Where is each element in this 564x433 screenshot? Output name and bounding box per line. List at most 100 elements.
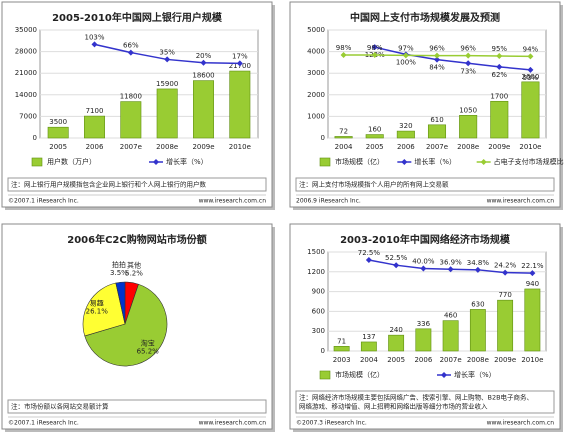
note: 注：网上银行用户规模指包含企业网上银行和个人网上银行的用户数 bbox=[11, 180, 207, 189]
bar-label: 160 bbox=[368, 126, 381, 134]
bar bbox=[521, 81, 540, 139]
note: 网络游戏、移动增值、网上招聘和网络出版等细分市场的营业收入 bbox=[299, 402, 488, 411]
line-label: 36.9% bbox=[440, 258, 463, 266]
pie-slice bbox=[82, 282, 126, 337]
bar bbox=[120, 101, 142, 139]
bar bbox=[497, 299, 514, 352]
copyright: ©2007.1 iResearch Inc. bbox=[8, 420, 79, 427]
bar-label: 336 bbox=[417, 320, 431, 328]
chart-panel: 2003-2010年中国网络经济市场规模注：网络经济市场规模主要包括网络广告、搜… bbox=[289, 223, 563, 432]
bar-label: 610 bbox=[430, 116, 443, 124]
x-tick-label: 2006 bbox=[414, 356, 432, 364]
line-label: 95% bbox=[492, 45, 508, 53]
y-tick-label: 2000 bbox=[307, 91, 325, 99]
y-tick-label: 1500 bbox=[307, 248, 325, 256]
x-tick-label: 2009e bbox=[488, 143, 510, 151]
line-marker bbox=[91, 41, 98, 48]
bar-label: 3500 bbox=[49, 118, 67, 126]
note: 注：网上支付市场规模指个人用户的所有网上交易额 bbox=[299, 180, 449, 189]
chart-panel: 2005-2010年中国网上银行用户规模注：网上银行用户规模指包含企业网上银行和… bbox=[1, 1, 275, 210]
bar bbox=[524, 288, 541, 352]
line-label: 35% bbox=[159, 48, 175, 56]
bar bbox=[427, 124, 447, 139]
legend-marker bbox=[401, 159, 408, 165]
legend-label: 市场规模（亿） bbox=[335, 370, 384, 379]
source-url: www.iresearch.com.cn bbox=[199, 198, 267, 205]
bar bbox=[442, 320, 459, 352]
legend-swatch bbox=[31, 157, 43, 167]
legend-label: 增长率（%） bbox=[414, 157, 456, 166]
line-marker bbox=[371, 52, 378, 59]
legend-label: 用户数（万户） bbox=[47, 157, 96, 166]
chart-title: 2003-2010年中国网络经济市场规模 bbox=[340, 233, 511, 246]
bar-label: 72 bbox=[339, 127, 348, 135]
x-tick-label: 2005 bbox=[387, 356, 405, 364]
line-marker bbox=[502, 269, 509, 276]
line-marker bbox=[434, 56, 440, 63]
bar-label: 7100 bbox=[86, 107, 104, 115]
line-marker bbox=[402, 52, 409, 59]
chart-title: 2005-2010年中国网上银行用户规模 bbox=[52, 11, 223, 24]
legend-marker bbox=[153, 159, 159, 165]
bar bbox=[415, 328, 432, 352]
bar-label: 137 bbox=[362, 333, 375, 341]
x-tick-label: 2010e bbox=[229, 143, 251, 151]
note-box bbox=[295, 390, 555, 414]
line-label: 62% bbox=[492, 71, 508, 79]
line-marker bbox=[496, 53, 503, 60]
y-tick-label: 28000 bbox=[15, 48, 37, 56]
line-label: 24.2% bbox=[494, 262, 517, 270]
bar bbox=[469, 309, 486, 352]
line-marker bbox=[200, 59, 207, 66]
copyright: ©2007.3 iResearch Inc. bbox=[296, 420, 367, 427]
legend-swatch bbox=[319, 157, 331, 167]
chart-title: 2006年C2C购物网站市场份额 bbox=[67, 233, 206, 246]
y-tick-label: 0 bbox=[33, 134, 37, 142]
y-tick-label: 5000 bbox=[307, 26, 325, 34]
x-tick-label: 2004 bbox=[335, 143, 353, 151]
line-marker bbox=[474, 266, 481, 273]
y-tick-label: 35000 bbox=[15, 26, 37, 34]
line-label: 40.0% bbox=[412, 257, 435, 265]
slice-name: 淘宝 bbox=[141, 339, 155, 348]
y-tick-label: 1200 bbox=[307, 268, 325, 276]
x-tick-label: 2003 bbox=[333, 356, 351, 364]
x-tick-label: 2010e bbox=[521, 356, 543, 364]
bar bbox=[388, 334, 405, 352]
bar-label: 1050 bbox=[459, 106, 477, 114]
plot-area bbox=[39, 29, 259, 139]
x-tick-label: 2007e bbox=[426, 143, 448, 151]
x-tick-label: 2006 bbox=[397, 143, 415, 151]
bar bbox=[365, 134, 384, 139]
bar-label: 2600 bbox=[522, 73, 540, 81]
line-marker bbox=[527, 53, 534, 60]
note: 注：网络经济市场规模主要包括网络广告、搜索引擎、网上购物、B2B电子商务、 bbox=[299, 393, 533, 402]
slice-value: 3.5% bbox=[110, 269, 128, 277]
bar-label: 240 bbox=[389, 326, 402, 334]
line-label: 96% bbox=[460, 45, 476, 53]
legend-marker bbox=[441, 372, 447, 378]
line-marker bbox=[527, 66, 534, 73]
bar bbox=[490, 100, 509, 139]
x-tick-label: 2006 bbox=[86, 143, 104, 151]
x-tick-label: 2009e bbox=[192, 143, 214, 151]
legend-label: 占电子支付市场规模比例 bbox=[494, 157, 564, 166]
legend-swatch bbox=[319, 370, 331, 380]
line-marker bbox=[465, 52, 472, 59]
note-box bbox=[7, 177, 267, 192]
line-marker bbox=[340, 52, 347, 59]
y-tick-label: 14000 bbox=[15, 91, 37, 99]
bar-label: 460 bbox=[444, 312, 457, 320]
x-tick-label: 2005 bbox=[49, 143, 67, 151]
bar-label: 770 bbox=[498, 291, 511, 299]
line-label: 34.8% bbox=[467, 259, 490, 267]
line-label: 84% bbox=[429, 64, 445, 72]
line-marker bbox=[447, 266, 454, 273]
legend-label: 市场规模（亿） bbox=[335, 157, 384, 166]
line bbox=[374, 46, 531, 71]
line-label: 17% bbox=[232, 52, 248, 60]
legend-label: 增长率（%） bbox=[454, 370, 496, 379]
line-label: 20% bbox=[196, 52, 212, 60]
